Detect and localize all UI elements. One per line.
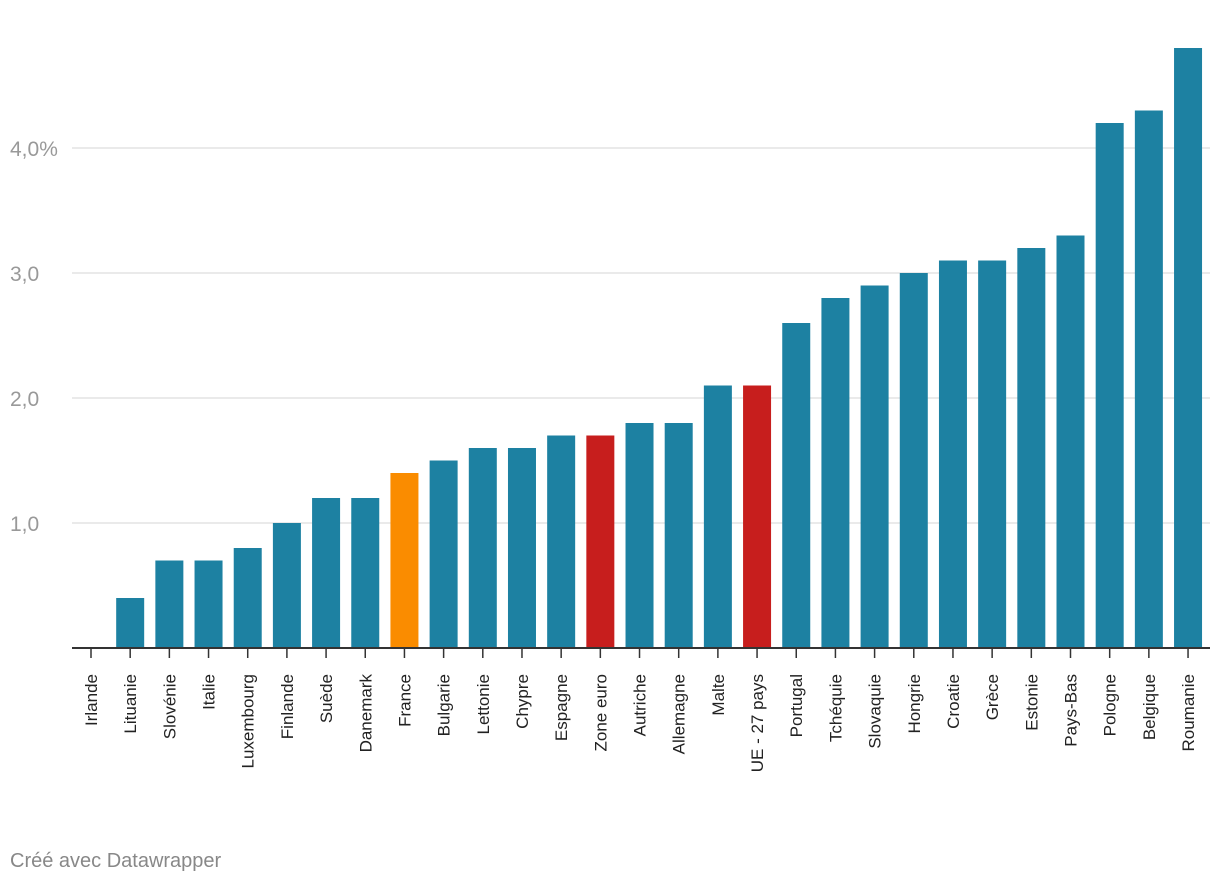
x-category-label: Pays-Bas [1062,674,1081,747]
bar [312,498,341,648]
bar [978,260,1007,648]
x-category-label: Portugal [787,674,806,737]
x-category-label: Espagne [552,674,571,741]
bar [468,448,497,648]
x-category-label: Italie [200,674,219,710]
x-category-label: Croatie [944,674,963,729]
x-category-label: Luxembourg [239,674,258,769]
datawrapper-credit: Créé avec Datawrapper [10,850,222,872]
bar [155,560,184,648]
bar [1056,235,1085,648]
bar [821,298,850,648]
x-category-label: Lituanie [121,674,140,734]
y-tick-label: 3,0 [10,263,39,286]
bar [860,285,889,648]
x-category-label: Allemagne [670,674,689,754]
bars [116,48,1203,648]
x-axis-ticks [90,648,1189,658]
x-category-label: UE - 27 pays [748,674,767,772]
bar [194,560,223,648]
bar [390,473,419,648]
x-category-label: Zone euro [591,674,610,752]
y-tick-label: 2,0 [10,388,39,411]
x-category-label: Pologne [1101,674,1120,736]
bar [116,598,145,648]
x-category-label: Slovénie [160,674,179,739]
bar [507,448,536,648]
bar [625,423,654,648]
bar-chart: 1,0 2,0 3,0 4,0% Irlande Lituanie Slovénie Ita… [10,48,1210,773]
x-axis-labels: Irlande Lituanie Slovénie Italie Luxembourg F… [82,674,1198,773]
y-tick-label: 4,0% [10,138,58,161]
x-category-label: Lettonie [474,674,493,735]
bar [782,323,811,648]
x-category-label: Slovaquie [866,674,885,749]
bar [1017,248,1046,648]
x-category-label: Roumanie [1179,674,1198,752]
x-category-label: Hongrie [905,674,924,734]
x-category-label: France [395,674,414,727]
x-category-label: Autriche [631,674,650,736]
bar [1095,123,1124,648]
bar [1134,110,1163,648]
x-category-label: Bulgarie [435,674,454,736]
bar [351,498,380,648]
bar [938,260,967,648]
bar [233,548,262,648]
bar [1174,48,1203,648]
x-category-label: Chypre [513,674,532,729]
x-category-label: Finlande [278,674,297,739]
bar [664,423,693,648]
bar [743,385,772,648]
bar [429,460,458,648]
x-category-label: Belgique [1140,674,1159,740]
bar [547,435,576,648]
x-category-label: Malte [709,674,728,716]
x-category-label: Grèce [983,674,1002,720]
x-category-label: Irlande [82,674,101,726]
y-tick-label: 1,0 [10,513,39,536]
x-category-label: Tchéquie [826,674,845,742]
bar [272,523,301,648]
x-category-label: Estonie [1022,674,1041,731]
bar [899,273,928,648]
x-category-label: Danemark [356,674,375,753]
bar [703,385,732,648]
bar [586,435,615,648]
x-category-label: Suède [317,674,336,723]
